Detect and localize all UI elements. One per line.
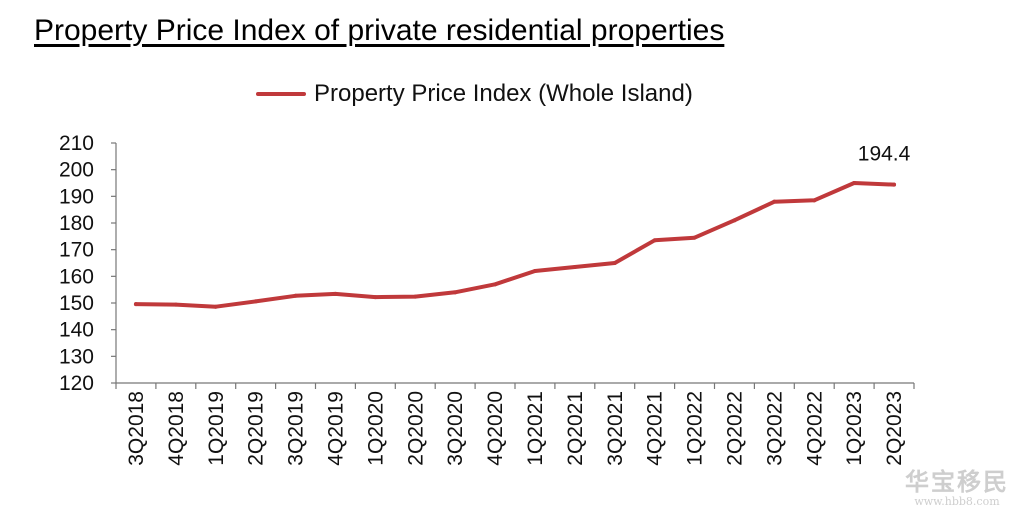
data-point: [612, 261, 617, 265]
data-point: [213, 304, 218, 309]
x-tick-label: 3Q2021: [604, 391, 627, 466]
x-tick-label: 1Q2019: [205, 391, 228, 466]
data-label: 194.4: [858, 143, 911, 166]
watermark-text: 华宝移民: [905, 467, 1009, 496]
data-point: [493, 282, 498, 287]
y-tick-label: 190: [59, 185, 94, 208]
data-point: [772, 199, 777, 204]
x-tick-label: 3Q2019: [285, 391, 308, 466]
y-tick-label: 160: [59, 265, 94, 288]
watermark: 华宝移民 www.hbb8.com: [905, 462, 1009, 508]
data-point: [253, 299, 258, 304]
y-tick-label: 200: [59, 159, 94, 182]
data-point: [453, 290, 458, 295]
data-point: [572, 265, 577, 269]
x-tick-label: 2Q2023: [883, 391, 906, 466]
data-point: [732, 218, 737, 223]
data-point: [333, 291, 338, 296]
x-tick-label: 4Q2022: [803, 391, 826, 466]
x-tick-label: 1Q2021: [524, 391, 547, 466]
chart-title: Property Price Index of private resident…: [34, 14, 725, 47]
y-tick-label: 210: [59, 132, 94, 155]
x-tick-label: 3Q2020: [444, 391, 467, 466]
y-tick-label: 150: [59, 292, 94, 315]
data-point: [812, 198, 817, 203]
y-tick-label: 130: [59, 345, 94, 368]
legend-swatch: [256, 92, 306, 96]
x-tick-label: 4Q2020: [484, 391, 507, 466]
data-point: [173, 302, 178, 307]
y-tick-label: 180: [59, 212, 94, 235]
x-tick-label: 2Q2021: [564, 391, 587, 466]
data-point: [373, 295, 378, 300]
x-tick-label: 1Q2023: [843, 391, 866, 466]
x-tick-label: 4Q2018: [165, 391, 188, 466]
x-tick-label: 3Q2018: [125, 391, 148, 466]
data-point: [293, 293, 298, 298]
data-point: [892, 182, 897, 187]
x-tick-label: 1Q2022: [684, 391, 707, 466]
x-tick-label: 1Q2020: [364, 391, 387, 466]
data-point: [692, 235, 697, 240]
series-line: [133, 181, 896, 309]
data-point: [852, 181, 857, 185]
x-tick-label: 2Q2020: [404, 391, 427, 466]
legend-label: Property Price Index (Whole Island): [314, 80, 693, 107]
y-tick-label: 140: [59, 319, 94, 342]
data-point: [532, 269, 537, 273]
y-tick-label: 170: [59, 239, 94, 262]
x-tick-label: 3Q2022: [763, 391, 786, 466]
x-tick-label: 2Q2019: [245, 391, 268, 466]
x-tick-label: 4Q2021: [644, 391, 667, 466]
y-tick-label: 120: [59, 372, 94, 395]
x-tick-label: 4Q2019: [324, 391, 347, 466]
legend: Property Price Index (Whole Island): [256, 78, 693, 110]
data-point: [133, 302, 138, 307]
x-tick-label: 2Q2022: [723, 391, 746, 466]
data-point: [413, 294, 418, 299]
data-point: [652, 238, 657, 243]
watermark-url: www.hbb8.com: [914, 495, 1000, 508]
